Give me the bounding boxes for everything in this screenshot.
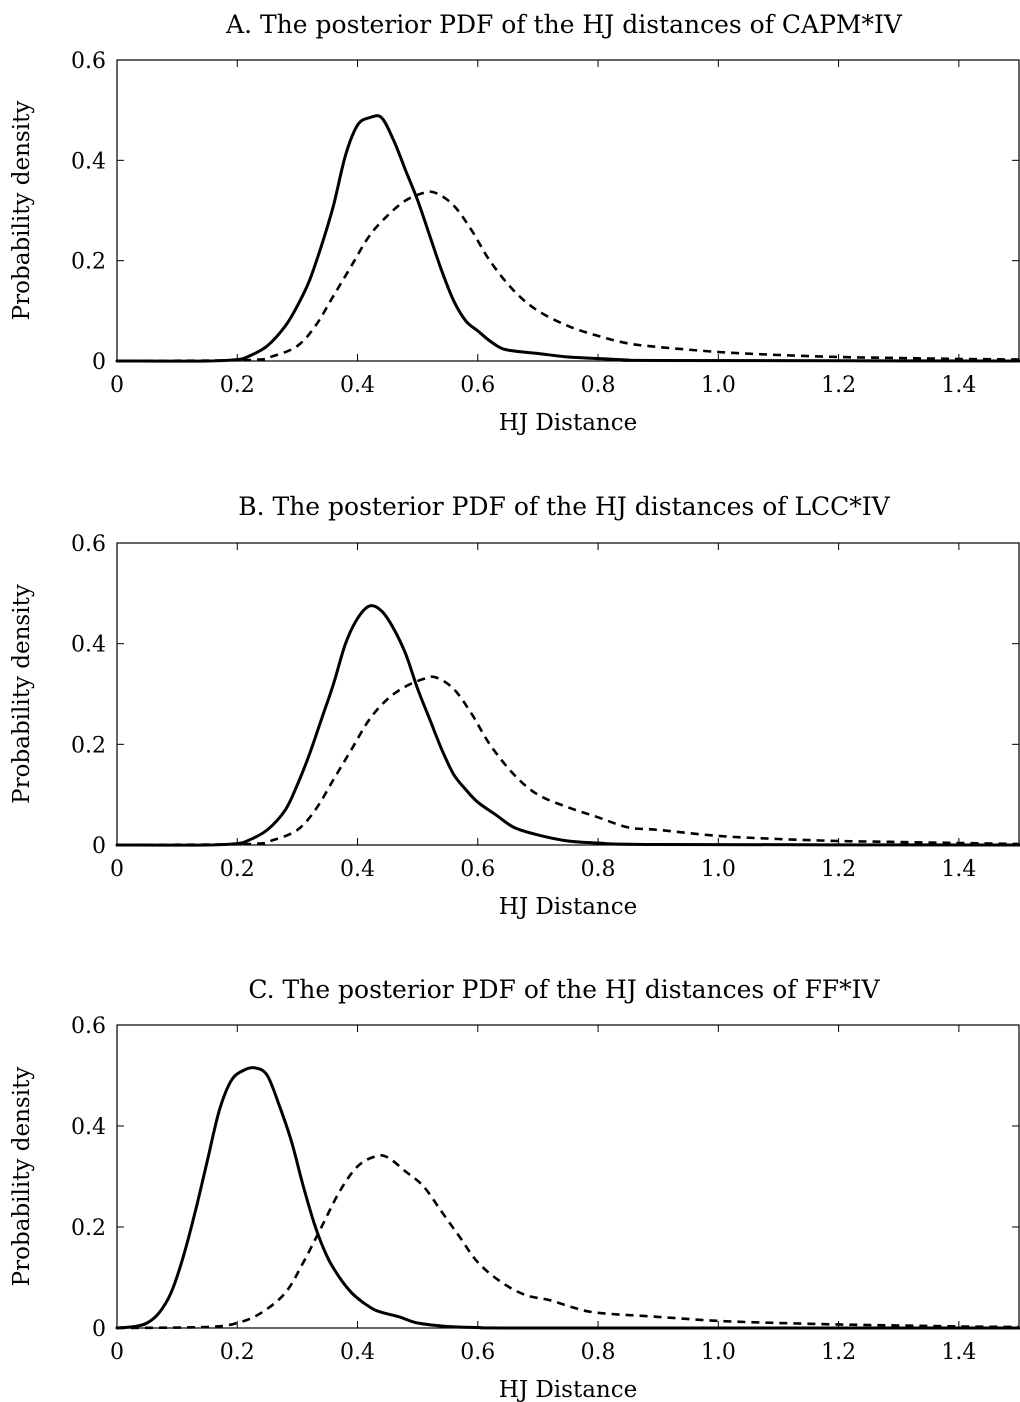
plot-frame [116,1024,1020,1329]
x-tick-label: 0 [110,1340,124,1365]
x-tick-label: 0.8 [581,1340,616,1365]
x-tick-label: 1.2 [821,373,856,398]
y-tick-label: 0 [92,834,106,859]
x-tick-label: 0 [110,373,124,398]
solid-density-curve [115,114,1020,363]
x-tick-label: 0.8 [581,373,616,398]
plot-frame [116,542,1020,846]
y-tick-label: 0 [92,1317,106,1342]
y-tick-label: 0 [92,350,106,375]
solid-density-curve [115,604,1020,847]
x-tick-label: 1.0 [701,1340,736,1365]
x-tick-label: 1.2 [821,857,856,882]
dashed-density-curve [116,190,1020,363]
y-tick-label: 0.4 [71,1115,106,1140]
y-tick-label: 0.2 [71,733,106,758]
y-axis-label: Probability density [9,584,35,804]
chart-title: B. The posterior PDF of the HJ distances… [238,492,890,521]
panel-c: C. The posterior PDF of the HJ distances… [9,975,1020,1402]
x-tick-label: 0.4 [340,373,375,398]
ticks: 0 0.2 0.4 0.6 0.8 1.0 1.2 1.4 0 0.2 0.4 0.6 [71,1014,1019,1365]
x-tick-label: 1.2 [821,1340,856,1365]
y-tick-label: 0.2 [71,1216,106,1241]
ticks: 0 0.2 0.4 0.6 0.8 1.0 1.2 1.4 0 0.2 0.4 0.6 [71,49,1019,398]
panel-b: B. The posterior PDF of the HJ distances… [9,492,1020,920]
x-axis-label: HJ Distance [499,1377,637,1402]
ticks: 0 0.2 0.4 0.6 0.8 1.0 1.2 1.4 0 0.2 0.4 0.6 [71,532,1019,882]
y-axis-label: Probability density [9,101,35,321]
y-tick-label: 0.4 [71,633,106,658]
x-tick-label: 0.8 [581,857,616,882]
x-tick-label: 1.4 [941,373,976,398]
plot-area [115,542,1020,847]
y-axis-label: Probability density [9,1067,35,1287]
chart-title: A. The posterior PDF of the HJ distances… [225,10,903,39]
dashed-density-curve [116,675,1020,847]
y-tick-label: 0.2 [71,250,106,275]
plot-frame [116,59,1020,362]
x-tick-label: 0.2 [220,857,255,882]
plot-area [115,1024,1020,1330]
solid-density-curve [115,1066,1020,1330]
x-tick-label: 0.4 [340,1340,375,1365]
plot-area [115,59,1020,363]
y-tick-label: 0.4 [71,149,106,174]
y-tick-label: 0.6 [71,49,106,74]
x-tick-label: 1.0 [701,857,736,882]
y-tick-label: 0.6 [71,532,106,557]
x-axis-label: HJ Distance [499,894,637,920]
x-axis-label: HJ Distance [499,410,637,436]
x-tick-label: 0.6 [460,1340,495,1365]
dashed-density-curve [116,1153,1020,1330]
y-tick-label: 0.6 [71,1014,106,1039]
x-tick-label: 0.6 [460,373,495,398]
chart-title: C. The posterior PDF of the HJ distances… [248,975,880,1004]
x-tick-label: 1.0 [701,373,736,398]
x-tick-label: 0.2 [220,1340,255,1365]
x-tick-label: 0.2 [220,373,255,398]
x-tick-label: 0 [110,857,124,882]
x-tick-label: 0.4 [340,857,375,882]
x-tick-label: 0.6 [460,857,495,882]
x-tick-label: 1.4 [941,1340,976,1365]
panel-a: A. The posterior PDF of the HJ distances… [9,10,1020,436]
x-tick-label: 1.4 [941,857,976,882]
